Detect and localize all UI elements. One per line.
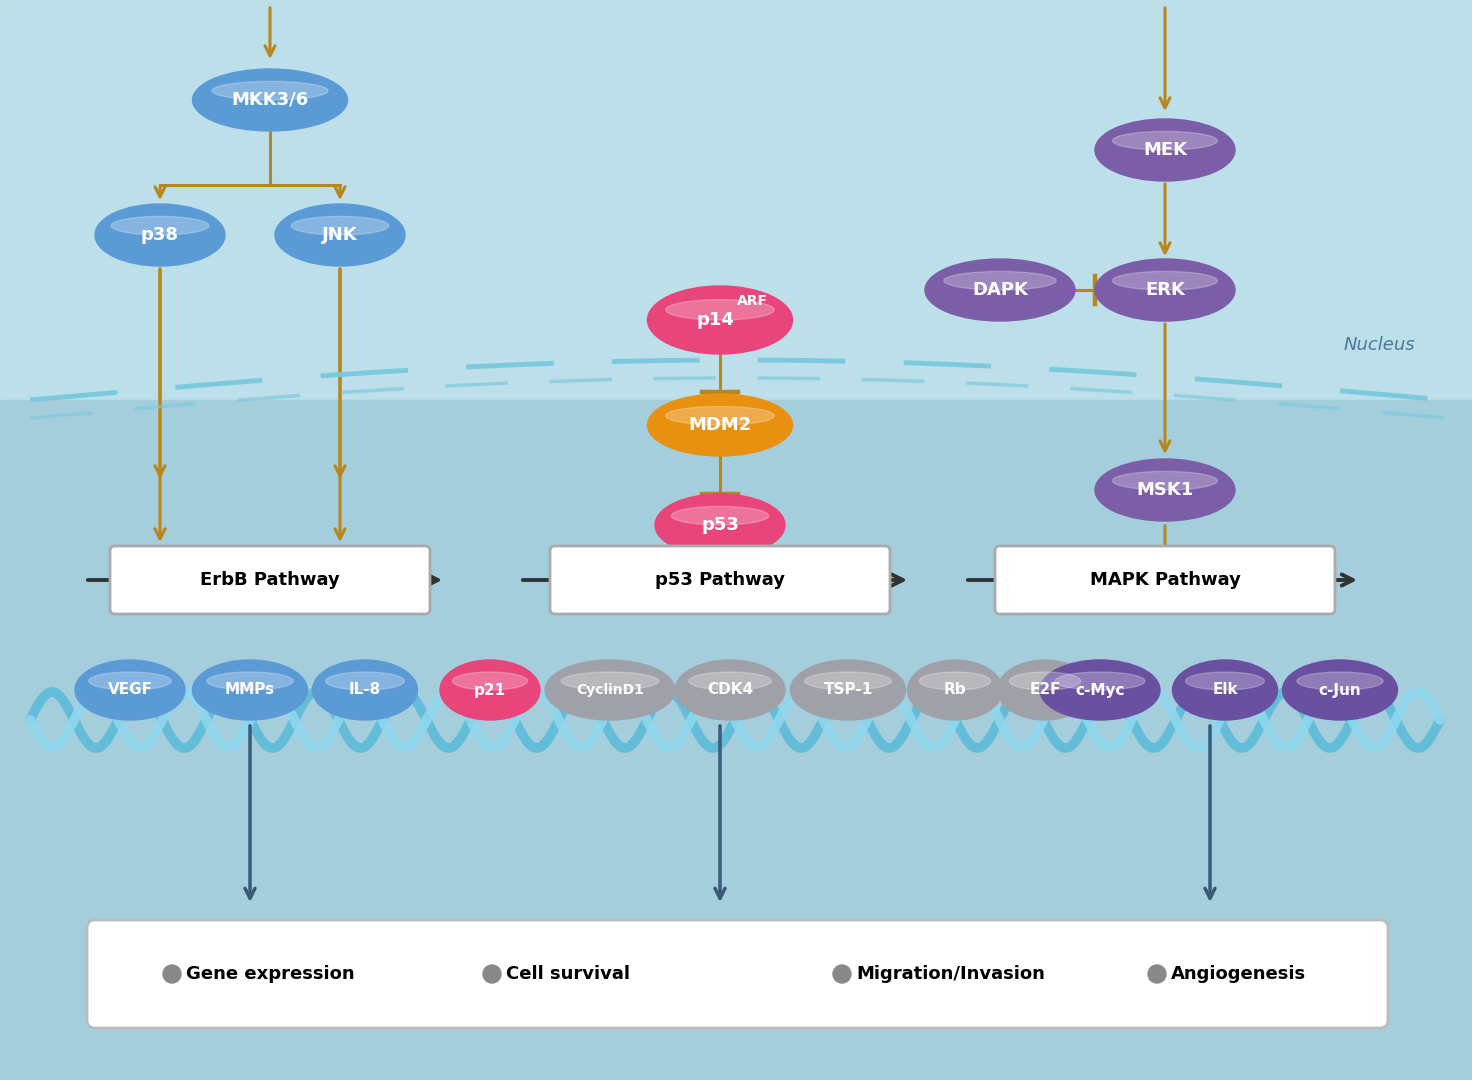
Ellipse shape [193,660,308,720]
FancyBboxPatch shape [551,546,891,615]
Ellipse shape [440,660,540,720]
Ellipse shape [1113,132,1217,150]
Text: E2F: E2F [1029,683,1061,698]
Ellipse shape [665,406,774,426]
Text: DAPK: DAPK [972,281,1027,299]
Text: MAPK Pathway: MAPK Pathway [1089,571,1241,589]
Ellipse shape [75,660,185,720]
Ellipse shape [312,660,418,720]
Text: MKK3/6: MKK3/6 [231,91,309,109]
Ellipse shape [1282,660,1397,720]
Text: ErbB Pathway: ErbB Pathway [200,571,340,589]
Text: ERK: ERK [1145,281,1185,299]
Ellipse shape [924,259,1075,321]
Ellipse shape [1095,459,1235,521]
Circle shape [483,966,500,983]
Ellipse shape [325,672,405,690]
Text: c-Myc: c-Myc [1075,683,1125,698]
Text: p38: p38 [141,226,180,244]
Ellipse shape [545,660,676,720]
FancyBboxPatch shape [110,546,430,615]
Text: Nucleus: Nucleus [1344,336,1415,354]
Text: VEGF: VEGF [107,683,153,698]
Circle shape [1148,966,1166,983]
Circle shape [833,966,851,983]
Text: p21: p21 [474,683,506,698]
Text: p14: p14 [696,311,735,329]
Ellipse shape [998,660,1092,720]
Ellipse shape [805,672,891,690]
Ellipse shape [291,216,389,235]
Ellipse shape [1113,471,1217,490]
Text: ARF: ARF [736,294,767,308]
Ellipse shape [1095,259,1235,321]
Ellipse shape [671,507,768,525]
Ellipse shape [790,660,905,720]
Text: MMPs: MMPs [225,683,275,698]
Ellipse shape [1297,672,1384,690]
FancyBboxPatch shape [995,546,1335,615]
Ellipse shape [1173,660,1278,720]
Text: Gene expression: Gene expression [185,966,355,983]
Bar [0,400,1472,1080]
Text: p53 Pathway: p53 Pathway [655,571,785,589]
Ellipse shape [275,204,405,266]
Ellipse shape [212,81,328,100]
Ellipse shape [452,672,527,690]
Ellipse shape [1113,271,1217,291]
Ellipse shape [1041,660,1160,720]
FancyBboxPatch shape [87,920,1388,1028]
Text: p53: p53 [701,516,739,534]
Text: Rb: Rb [944,683,966,698]
Text: MSK1: MSK1 [1136,481,1194,499]
Text: CyclinD1: CyclinD1 [576,683,643,697]
Ellipse shape [561,672,659,690]
Ellipse shape [1055,672,1145,690]
Text: Angiogenesis: Angiogenesis [1172,966,1306,983]
Ellipse shape [208,672,293,690]
Ellipse shape [1010,672,1080,690]
Text: MDM2: MDM2 [689,416,752,434]
Text: Migration/Invasion: Migration/Invasion [857,966,1045,983]
Text: TSP-1: TSP-1 [823,683,873,698]
Text: Elk: Elk [1211,683,1238,698]
Ellipse shape [655,494,785,556]
Ellipse shape [648,394,792,456]
Ellipse shape [88,672,171,690]
Ellipse shape [193,69,347,131]
Ellipse shape [112,216,209,235]
Ellipse shape [689,672,771,690]
Text: c-Jun: c-Jun [1319,683,1362,698]
Text: CDK4: CDK4 [707,683,754,698]
Ellipse shape [1185,672,1264,690]
Ellipse shape [96,204,225,266]
Ellipse shape [1095,119,1235,181]
Text: MEK: MEK [1142,141,1186,159]
Ellipse shape [665,299,774,320]
Ellipse shape [676,660,785,720]
Ellipse shape [648,286,792,354]
Text: Cell survival: Cell survival [506,966,630,983]
Ellipse shape [944,271,1057,291]
Ellipse shape [908,660,1002,720]
Ellipse shape [920,672,991,690]
Text: JNK: JNK [322,226,358,244]
Text: IL-8: IL-8 [349,683,381,698]
Circle shape [163,966,181,983]
